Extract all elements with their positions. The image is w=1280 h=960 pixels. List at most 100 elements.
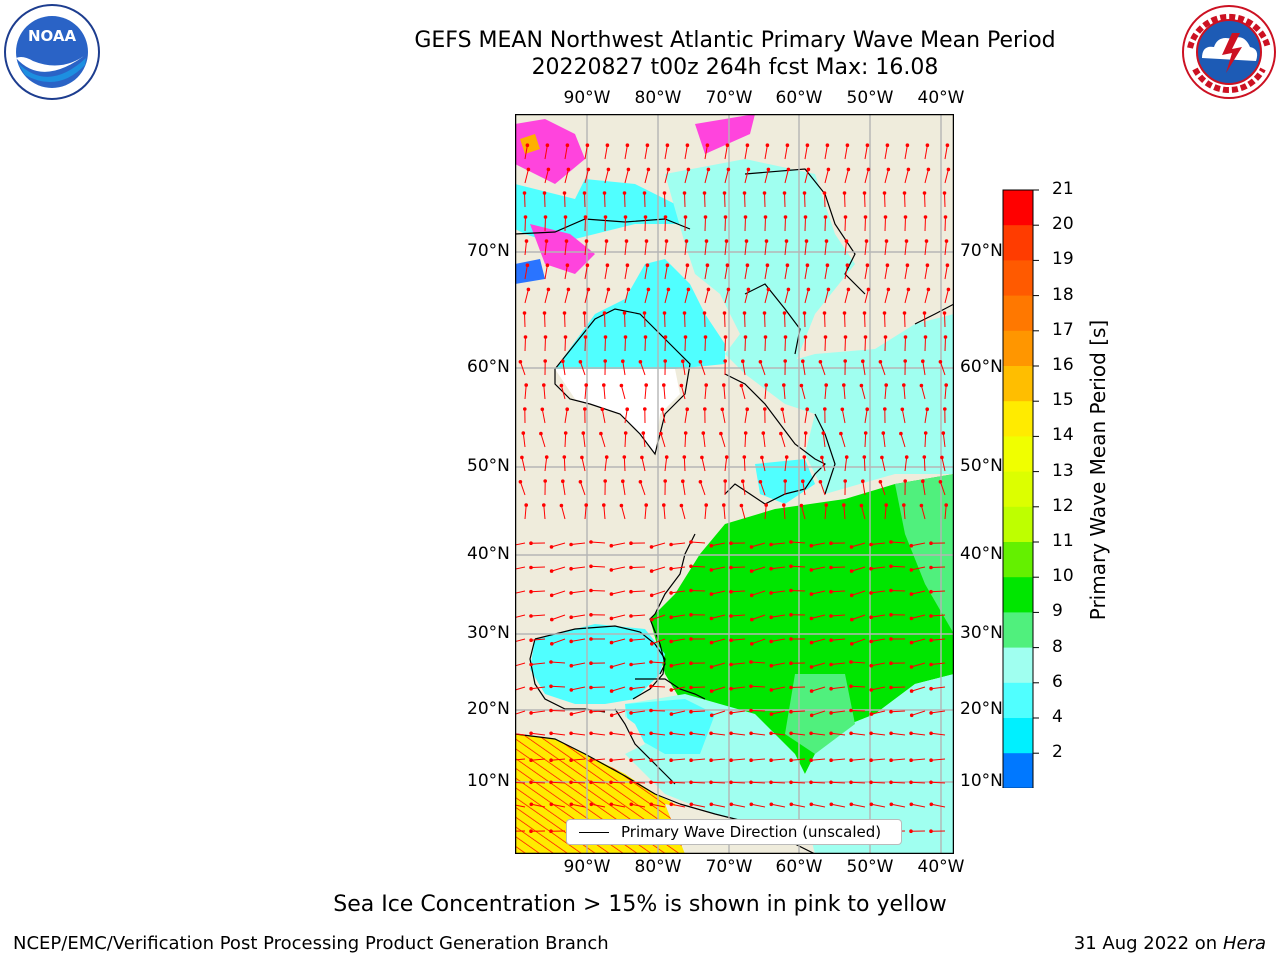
arrow-head [742, 455, 747, 459]
wave-direction-arrow [544, 216, 546, 232]
wave-direction-arrow [904, 289, 909, 304]
wave-direction-arrow [530, 614, 546, 617]
wave-direction-arrow [851, 803, 866, 808]
arrow-head [809, 568, 814, 572]
wave-direction-arrow [751, 732, 766, 736]
wave-direction-arrow [624, 145, 628, 160]
wave-direction-arrow [844, 192, 846, 208]
wave-direction-arrow [671, 803, 686, 808]
arrow-head [542, 383, 546, 387]
wave-direction-arrow [879, 481, 886, 496]
wave-direction-arrow [804, 169, 809, 184]
arrow-head [638, 480, 643, 484]
arrow-head [561, 359, 565, 363]
wave-direction-arrow [711, 686, 726, 692]
wave-direction-arrow [651, 542, 666, 548]
arrow-head [546, 287, 551, 292]
wave-direction-arrow [571, 710, 586, 715]
arrow-head [809, 665, 814, 669]
arrow-head [909, 689, 914, 693]
colorbar-tick-label: 20 [1052, 214, 1074, 235]
arrow-head [865, 263, 870, 267]
arrow-head [922, 455, 927, 459]
arrow-head [589, 758, 593, 763]
wave-direction-arrow [584, 265, 588, 280]
arrow-head [799, 383, 804, 388]
arrow-head [789, 637, 793, 641]
wave-direction-arrow [521, 457, 526, 472]
arrow-head [643, 215, 648, 219]
wave-direction-arrow [911, 614, 926, 619]
wave-direction-arrow [850, 661, 866, 664]
arrow-head [609, 665, 614, 669]
wave-direction-arrow [531, 686, 546, 690]
wave-direction-arrow [524, 505, 527, 520]
wave-direction-arrow [611, 710, 626, 716]
wave-direction-arrow [644, 265, 648, 280]
arrow-head [889, 780, 893, 785]
arrow-head [865, 143, 870, 148]
wave-direction-arrow [931, 662, 946, 665]
arrow-head [823, 215, 828, 219]
arrow-head [829, 662, 833, 667]
wave-direction-arrow [811, 542, 826, 547]
arrow-head [843, 479, 848, 483]
wave-direction-arrow [804, 265, 808, 280]
wave-direction-arrow [531, 732, 546, 736]
arrow-head [545, 263, 550, 267]
arrow-head [802, 311, 807, 315]
arrow-head [539, 431, 543, 436]
arrow-head [946, 287, 951, 292]
arrow-head [546, 167, 551, 172]
arrow-head [923, 431, 928, 435]
arrow-head [789, 709, 793, 714]
wave-direction-arrow [590, 565, 606, 568]
wave-direction-arrow [871, 614, 886, 618]
wave-direction-arrow [920, 385, 926, 400]
wave-direction-arrow [611, 732, 626, 736]
wave-direction-arrow [944, 312, 946, 328]
wave-direction-arrow [744, 241, 747, 256]
wave-direction-arrow [684, 265, 688, 280]
arrow-head [684, 239, 689, 243]
wave-direction-arrow [750, 685, 766, 688]
arrow-head [885, 263, 890, 267]
arrow-head [566, 287, 571, 292]
arrow-head [609, 802, 614, 807]
arrow-head [859, 503, 864, 508]
arrow-head [569, 802, 574, 807]
wave-direction-arrow [723, 505, 726, 520]
arrow-head [726, 287, 731, 292]
arrow-head [909, 802, 914, 807]
arrow-head [899, 431, 903, 436]
arrow-head [709, 802, 714, 807]
wave-direction-arrow [551, 758, 566, 761]
wave-direction-arrow [871, 710, 886, 715]
wave-direction-arrow [904, 312, 906, 328]
arrow-head [824, 383, 829, 387]
wave-direction-arrow [680, 385, 686, 400]
wave-direction-arrow [884, 312, 886, 328]
arrow-head [679, 383, 684, 388]
wave-direction-arrow [824, 265, 828, 280]
colorbar-segment [1003, 612, 1033, 649]
arrow-head [809, 780, 813, 785]
wave-direction-arrow [564, 192, 566, 208]
arrow-head [829, 589, 833, 594]
arrow-head [529, 565, 533, 570]
arrow-head [650, 642, 654, 646]
wave-direction-arrow [780, 433, 786, 448]
colorbar-tick-label: 14 [1052, 425, 1074, 446]
arrow-head [944, 239, 949, 243]
wave-direction-arrow [522, 433, 526, 448]
wave-direction-arrow [515, 542, 526, 546]
arrow-head [869, 731, 873, 736]
arrow-head [629, 541, 633, 546]
arrow-head [638, 360, 643, 364]
wave-direction-arrow [831, 803, 846, 808]
wave-direction-arrow [903, 505, 906, 520]
arrow-head [762, 191, 767, 195]
arrow-head [604, 239, 609, 243]
wave-direction-arrow [724, 241, 727, 256]
wave-direction-arrow [764, 312, 766, 328]
